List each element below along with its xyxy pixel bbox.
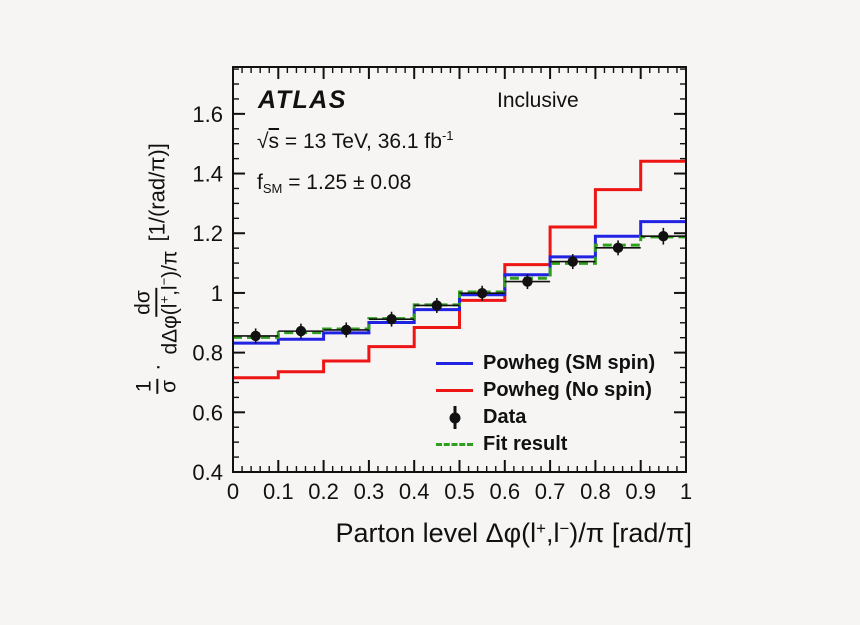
legend-label: Powheg (No spin) (483, 379, 652, 401)
series-data-points (233, 227, 686, 344)
fsm-result-label: fSM = 1.25 ± 0.08 (257, 171, 411, 196)
sqrt-sign: √ (257, 130, 269, 153)
svg-text:0.8: 0.8 (580, 479, 611, 504)
multiplication-dot: · (144, 363, 169, 371)
fraction-denominator: σ (157, 379, 180, 393)
svg-text:1.4: 1.4 (192, 162, 223, 187)
svg-text:1: 1 (680, 479, 692, 504)
svg-text:0.6: 0.6 (192, 400, 223, 425)
dsigma-fraction: dσ dΔφ(l+,l−)/π (131, 248, 181, 356)
svg-text:0.5: 0.5 (444, 479, 475, 504)
svg-text:0.1: 0.1 (263, 479, 294, 504)
experiment-label: ATLAS (258, 86, 347, 114)
green-dashed-swatch (436, 431, 473, 458)
plot-frame (232, 66, 687, 473)
axis-ticks: 0 0.1 0.2 0.3 0.4 0.5 0.6 0.7 0.8 0.9 1 0.4 0.6 0.8 1 1… (192, 67, 692, 504)
legend: Powheg (SM spin) Powheg (No spin) Data F… (436, 350, 655, 458)
svg-text:1: 1 (211, 281, 223, 306)
legend-entry-powheg-no-spin: Powheg (No spin) (436, 377, 655, 404)
y-axis-label: 1 σ · dσ dΔφ(l+,l−)/π [1/(rad/π)] (131, 143, 181, 395)
series-powheg-sm-spin- (233, 220, 686, 345)
red-line-swatch (436, 377, 473, 404)
luminosity-exponent: -1 (441, 128, 454, 143)
legend-entry-fit-result: Fit result (436, 431, 655, 458)
region-label: Inclusive (497, 89, 579, 112)
svg-text:0.2: 0.2 (308, 479, 339, 504)
legend-label: Data (483, 406, 527, 428)
x-axis-label: Parton level Δφ(l+,l−)/π [rad/π] (335, 518, 692, 548)
svg-text:0.4: 0.4 (399, 479, 430, 504)
legend-entry-data: Data (436, 404, 655, 431)
fraction-numerator: 1 (132, 378, 158, 395)
svg-text:0.7: 0.7 (535, 479, 566, 504)
energy-text: = 13 TeV, 36.1 fb (279, 130, 442, 153)
svg-text:0: 0 (227, 479, 239, 504)
fraction-numerator: dσ (131, 288, 157, 317)
energy-luminosity-label: √s = 13 TeV, 36.1 fb-1 (257, 128, 454, 154)
f-letter: f (257, 171, 263, 194)
series-powheg-no-spin- (233, 159, 686, 380)
legend-label: Powheg (SM spin) (483, 352, 656, 374)
svg-text:0.4: 0.4 (192, 460, 223, 485)
svg-text:1.6: 1.6 (192, 102, 223, 127)
y-axis-units: [1/(rad/π)] (144, 143, 169, 242)
legend-entry-powheg-sm-spin: Powheg (SM spin) (436, 350, 655, 377)
svg-text:0.8: 0.8 (192, 341, 223, 366)
fraction-denominator: dΔφ(l+,l−)/π (156, 250, 181, 355)
svg-text:0.3: 0.3 (354, 479, 385, 504)
svg-text:0.9: 0.9 (625, 479, 656, 504)
sqrt-argument: s (268, 130, 280, 153)
one-over-sigma-fraction: 1 σ (132, 378, 180, 395)
svg-text:0.6: 0.6 (490, 479, 521, 504)
f-subscript: SM (262, 181, 283, 196)
svg-text:1.2: 1.2 (192, 221, 223, 246)
data-marker-swatch (436, 404, 473, 431)
blue-line-swatch (436, 350, 473, 377)
legend-label: Fit result (483, 433, 568, 455)
f-value: = 1.25 ± 0.08 (282, 171, 412, 194)
